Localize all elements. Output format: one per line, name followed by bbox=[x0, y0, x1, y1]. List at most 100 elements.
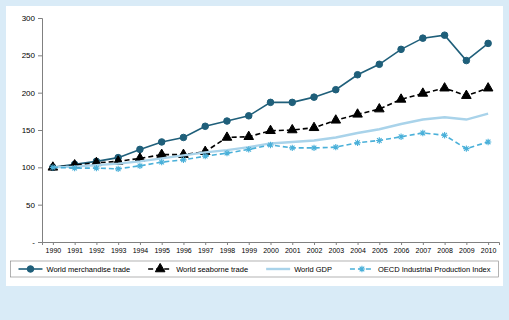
x-tick-label: 2007 bbox=[416, 247, 432, 254]
y-axis-line bbox=[38, 19, 43, 243]
y-tick: 100 bbox=[22, 163, 42, 172]
x-tick-mark bbox=[488, 242, 489, 245]
series-marker bbox=[202, 153, 208, 159]
series-marker bbox=[483, 83, 493, 91]
x-tick-label: 2005 bbox=[372, 247, 388, 254]
x-tick-label: 1991 bbox=[67, 247, 83, 254]
x-tick: 2007 bbox=[416, 242, 432, 254]
y-tick: 250 bbox=[22, 51, 42, 60]
series-marker bbox=[157, 149, 167, 157]
series-marker bbox=[267, 142, 273, 148]
series-line bbox=[53, 35, 488, 167]
series-marker bbox=[309, 122, 319, 130]
series-marker bbox=[244, 131, 254, 139]
series-marker bbox=[376, 61, 383, 68]
x-tick: 1998 bbox=[220, 242, 236, 254]
y-tick: 200 bbox=[22, 89, 42, 98]
y-tick-mark bbox=[38, 130, 42, 131]
x-tick-label: 1992 bbox=[89, 247, 105, 254]
legend-item: World merchandise trade bbox=[18, 265, 130, 274]
x-tick-mark bbox=[314, 242, 315, 245]
x-tick-label: 2009 bbox=[459, 247, 475, 254]
y-tick-label: 250 bbox=[22, 51, 36, 60]
series-marker bbox=[137, 163, 143, 169]
series-marker bbox=[222, 132, 232, 140]
series-marker bbox=[396, 94, 406, 102]
series-marker bbox=[398, 46, 405, 53]
y-tick-label: 300 bbox=[22, 14, 36, 23]
x-tick: 2009 bbox=[459, 242, 475, 254]
series-line bbox=[53, 88, 488, 167]
x-tick: 1995 bbox=[154, 242, 170, 254]
x-tick-label: 2010 bbox=[481, 247, 497, 254]
legend-box bbox=[10, 261, 498, 277]
x-tick-mark bbox=[292, 242, 293, 245]
x-tick-label: 1999 bbox=[241, 247, 257, 254]
series-marker bbox=[224, 150, 230, 156]
x-tick: 1990 bbox=[46, 242, 62, 254]
y-tick-label: 200 bbox=[22, 89, 36, 98]
x-tick: 2000 bbox=[263, 242, 279, 254]
series-marker bbox=[115, 166, 121, 172]
legend-item: World GDP bbox=[266, 265, 332, 274]
series-marker bbox=[246, 146, 252, 152]
series-marker bbox=[245, 113, 252, 120]
x-tick: 2006 bbox=[394, 242, 410, 254]
y-tick: 300 bbox=[22, 14, 42, 23]
legend-item: World seaborne trade bbox=[148, 263, 248, 274]
x-tick-label: 2000 bbox=[263, 247, 279, 254]
series-marker bbox=[50, 164, 57, 171]
series-marker bbox=[462, 90, 472, 98]
x-tick-label: 2008 bbox=[437, 247, 453, 254]
legend-label: World seaborne trade bbox=[176, 265, 248, 274]
series-marker bbox=[353, 109, 363, 117]
x-tick-mark bbox=[271, 242, 272, 245]
series-marker bbox=[93, 165, 99, 171]
x-tick: 1997 bbox=[198, 242, 214, 254]
x-tick-label: 2001 bbox=[285, 247, 301, 254]
series-marker bbox=[158, 159, 164, 165]
series-marker bbox=[289, 145, 295, 151]
series-group bbox=[48, 32, 493, 172]
series-marker bbox=[287, 124, 297, 132]
series-marker bbox=[333, 144, 339, 150]
series-marker bbox=[485, 139, 491, 145]
background bbox=[0, 0, 509, 320]
series-marker bbox=[398, 134, 404, 140]
legend-label: World GDP bbox=[294, 265, 332, 274]
x-tick-label: 2006 bbox=[394, 247, 410, 254]
series-marker bbox=[267, 99, 274, 106]
y-tick-mark bbox=[38, 242, 42, 243]
y-tick: 150 bbox=[22, 126, 42, 135]
plot: -501001502002503001990199119921993199419… bbox=[22, 14, 500, 254]
series-marker bbox=[463, 145, 469, 151]
series-marker bbox=[202, 123, 209, 130]
series-marker bbox=[375, 104, 385, 112]
series-marker bbox=[50, 164, 56, 170]
y-tick-mark bbox=[38, 93, 42, 94]
x-tick-mark bbox=[140, 242, 141, 245]
y-tick-label: 150 bbox=[22, 126, 36, 135]
y-tick-mark bbox=[38, 18, 42, 19]
series-marker bbox=[420, 35, 427, 42]
series-marker bbox=[311, 94, 318, 101]
x-tick: 2008 bbox=[437, 242, 453, 254]
y-tick: - bbox=[32, 238, 42, 247]
x-tick-mark bbox=[96, 242, 97, 245]
x-tick: 2010 bbox=[481, 242, 497, 254]
series-marker bbox=[354, 139, 360, 145]
series-marker bbox=[289, 99, 296, 106]
y-tick: 50 bbox=[26, 201, 42, 210]
series-marker bbox=[266, 125, 276, 133]
legend-label: OECD Industrial Production Index bbox=[378, 265, 491, 274]
x-tick-mark bbox=[445, 242, 446, 245]
series-marker bbox=[180, 134, 187, 141]
x-tick-mark bbox=[401, 242, 402, 245]
x-tick: 1999 bbox=[241, 242, 257, 254]
x-tick: 2004 bbox=[350, 242, 366, 254]
series-marker bbox=[441, 32, 448, 39]
series-marker bbox=[331, 115, 341, 123]
x-tick: 1996 bbox=[176, 242, 192, 254]
x-tick-label: 1997 bbox=[198, 247, 214, 254]
x-tick-mark bbox=[227, 242, 228, 245]
